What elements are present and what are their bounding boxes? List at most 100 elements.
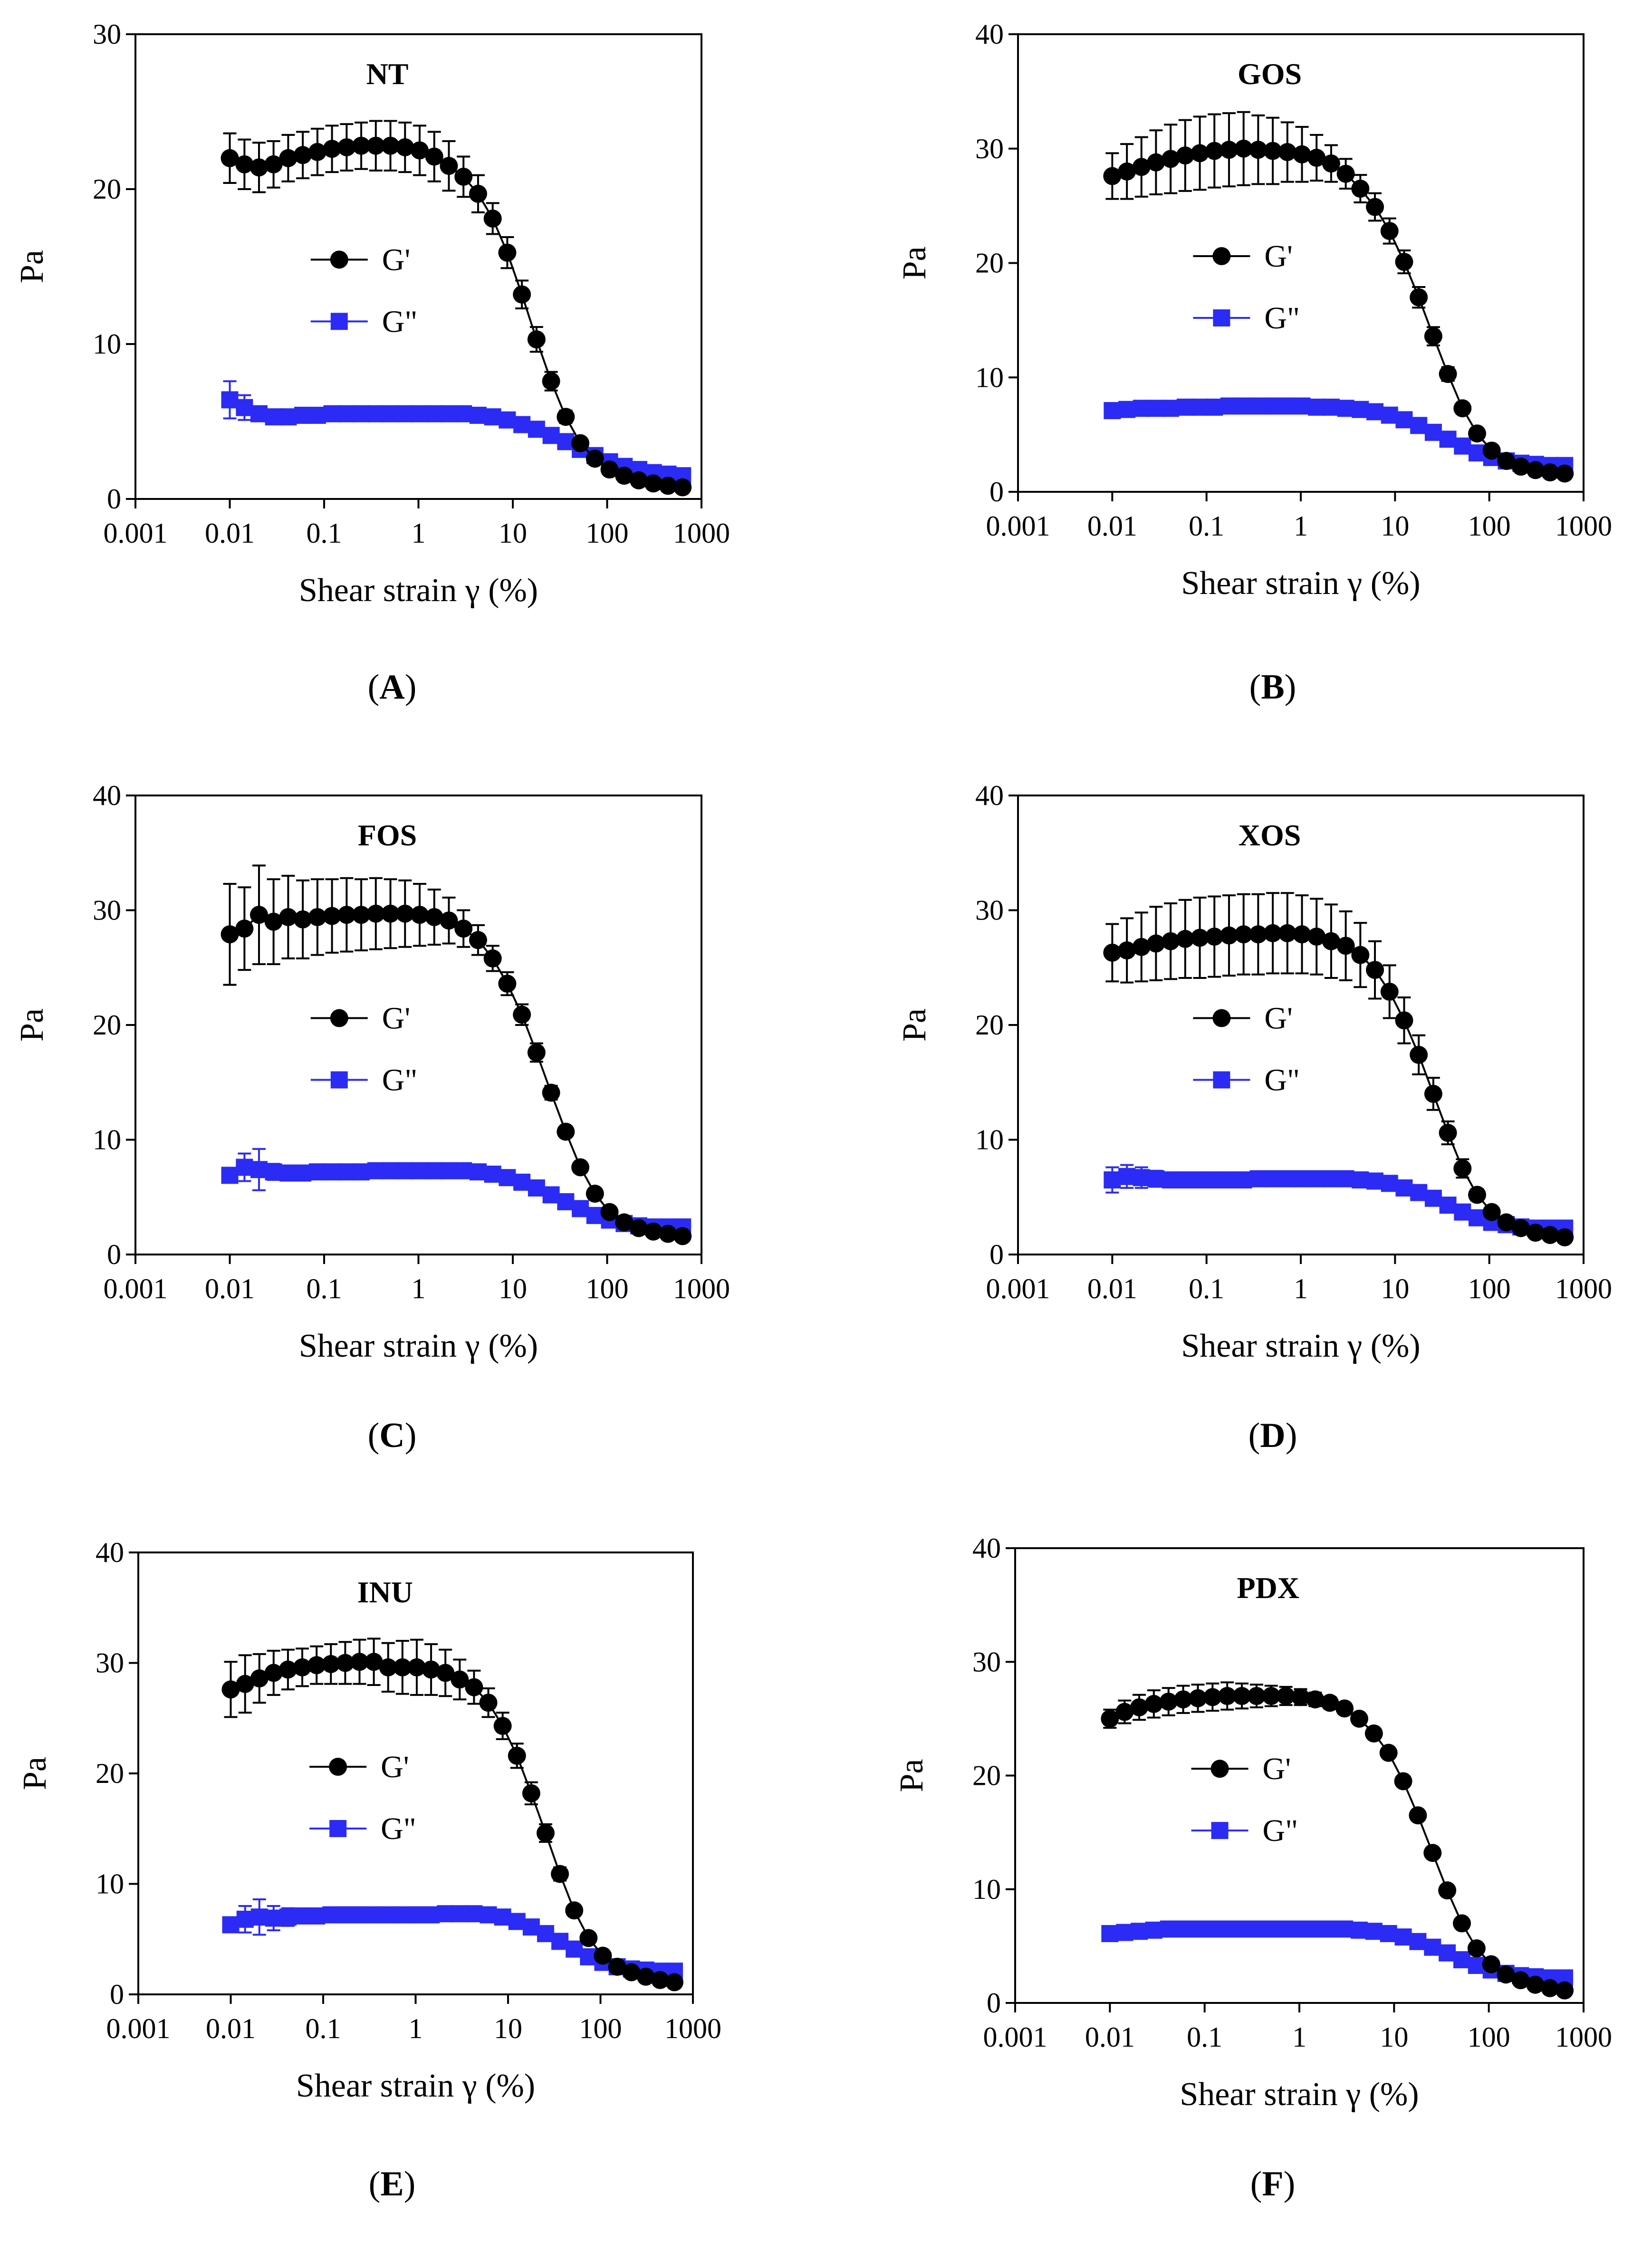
data-point-g-double-prime (1394, 1928, 1412, 1946)
y-tick-label: 40 (975, 780, 1004, 811)
data-point-g-prime (366, 136, 385, 155)
data-point-g-double-prime (1264, 397, 1282, 415)
data-point-g-prime (1423, 1844, 1442, 1862)
data-point-g-double-prime (455, 1162, 472, 1179)
plot-frame (134, 33, 702, 500)
x-tick-label: 0.1 (307, 1273, 342, 1304)
legend-marker-circle (1212, 1009, 1231, 1027)
data-point-g-double-prime (1468, 444, 1486, 462)
x-axis-label: Shear strain γ (%) (299, 1328, 538, 1364)
data-point-g-prime (469, 931, 487, 949)
data-point-g-prime (1174, 1690, 1192, 1709)
x-tick-label: 100 (586, 517, 629, 549)
data-point-g-double-prime (499, 1169, 516, 1187)
legend-marker-square (330, 1071, 348, 1089)
panel-letter-text: F (1262, 2164, 1283, 2203)
data-point-g-prime (659, 477, 677, 495)
x-tick-label: 0.1 (306, 2013, 341, 2044)
data-point-g-prime (1162, 150, 1180, 168)
data-point-g-double-prime (1453, 1951, 1470, 1969)
data-point-g-prime (1541, 463, 1559, 482)
y-tick-label: 10 (93, 328, 121, 360)
panel-b: 0.001 0.01 0.1 1 10 100 1000 0 10 20 30 40 Shear str… (896, 19, 1612, 707)
data-point-g-prime (1234, 925, 1253, 944)
data-point-g-double-prime (1220, 1171, 1238, 1189)
data-point-g-double-prime (1278, 397, 1296, 415)
data-point-g-double-prime (1191, 1171, 1209, 1189)
data-point-g-prime (1118, 941, 1136, 960)
data-point-g-prime (622, 1963, 641, 1982)
data-point-g-prime (294, 146, 312, 164)
y-axis-label: Pa (896, 1008, 933, 1042)
data-point-g-prime (1424, 1084, 1442, 1103)
data-point-g-prime (651, 1971, 669, 1989)
data-point-g-double-prime (1365, 1923, 1383, 1940)
data-point-g-double-prime (508, 1913, 526, 1930)
legend: G' G" (1193, 1001, 1300, 1098)
legend: G' G" (309, 1750, 416, 1846)
data-point-g-double-prime (1293, 1170, 1311, 1188)
data-point-g-double-prime (1262, 1920, 1280, 1938)
data-point-g-double-prime (1147, 400, 1165, 417)
data-point-g-prime (451, 1670, 469, 1689)
data-point-g-prime (1439, 1124, 1457, 1142)
data-point-g-prime (630, 471, 648, 489)
data-point-g-double-prime (572, 1200, 589, 1217)
panel-letter-text: C (379, 1416, 404, 1455)
data-point-g-prime (1351, 946, 1370, 964)
legend-label: G" (381, 1811, 416, 1846)
data-point-g-double-prime (551, 1933, 569, 1950)
data-point-g-double-prime (465, 1905, 483, 1923)
data-point-g-prime (1439, 365, 1457, 383)
data-point-g-prime (586, 450, 604, 468)
x-tick-label: 0.1 (1187, 2021, 1222, 2053)
data-point-g-double-prime (557, 433, 575, 450)
data-point-g-prime (630, 1219, 648, 1237)
panel-title: PDX (1237, 1571, 1299, 1605)
legend-marker-circle (330, 1009, 348, 1027)
data-point-g-double-prime (1174, 1920, 1192, 1938)
data-point-g-prime (1556, 1981, 1574, 2000)
data-point-g-prime (381, 904, 400, 923)
legend: G' G" (310, 1001, 417, 1098)
data-point-g-double-prime (1160, 1920, 1177, 1938)
data-point-g-prime (465, 1678, 483, 1696)
data-point-g-double-prime (1191, 398, 1209, 416)
x-axis-label: Shear strain γ (%) (1181, 565, 1420, 602)
data-point-g-double-prime (367, 405, 384, 422)
legend-label: G" (1264, 301, 1300, 335)
data-point-g-double-prime (236, 399, 253, 416)
data-point-g-prime (1468, 424, 1486, 443)
data-point-g-double-prime (425, 1162, 443, 1179)
y-tick-label: 30 (972, 1646, 1001, 1677)
data-point-g-double-prime (338, 1163, 355, 1181)
data-point-g-double-prime (480, 1906, 497, 1924)
data-point-g-prime (508, 1746, 526, 1765)
legend-label: G' (1263, 1752, 1291, 1786)
data-point-g-double-prime (1454, 1203, 1471, 1221)
plot-frame (1017, 33, 1585, 493)
y-tick-label: 0 (110, 1979, 124, 2010)
data-point-g-double-prime (1235, 397, 1252, 415)
legend-marker-square (1213, 1071, 1230, 1089)
data-point-g-double-prime (557, 1193, 575, 1210)
data-point-g-prime (323, 140, 341, 158)
data-point-g-prime (221, 925, 239, 944)
data-point-g-prime (483, 209, 502, 228)
y-tick-label: 0 (107, 1239, 121, 1270)
data-point-g-prime (1511, 1971, 1530, 1990)
x-tick-label: 0.01 (1087, 1273, 1137, 1304)
data-point-g-prime (615, 1213, 634, 1232)
data-point-g-prime (1482, 441, 1501, 460)
legend-label: G' (1264, 1001, 1293, 1036)
data-point-g-prime (513, 285, 531, 304)
series-line (229, 144, 683, 488)
data-point-g-prime (1335, 1699, 1354, 1718)
data-point-g-double-prime (1116, 1924, 1133, 1941)
data-point-g-prime (1132, 938, 1151, 956)
data-point-g-double-prime (250, 405, 268, 422)
data-point-g-prime (1176, 929, 1194, 948)
data-point-g-double-prime (437, 1905, 454, 1923)
data-point-g-double-prime (323, 405, 341, 422)
data-point-g-prime (1526, 1224, 1545, 1242)
